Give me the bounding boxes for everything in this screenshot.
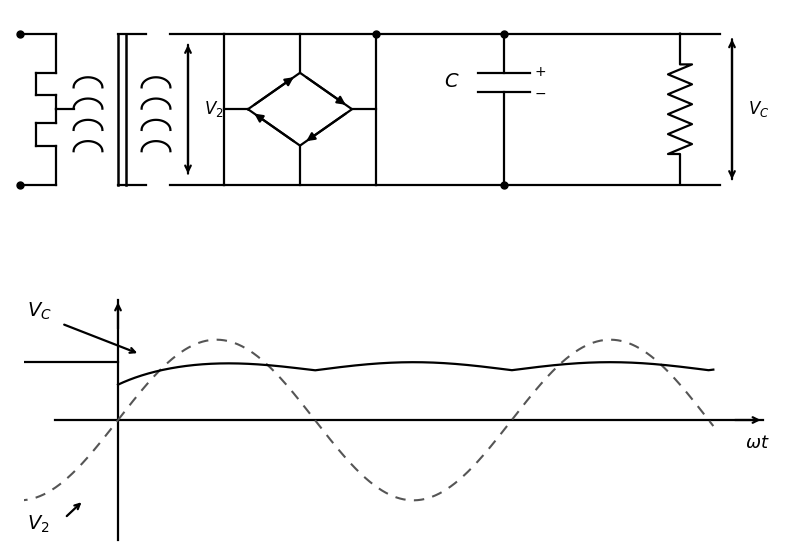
Text: $V_2$: $V_2$ [27, 514, 50, 535]
Text: $V_C$: $V_C$ [27, 301, 52, 322]
Text: −: − [534, 87, 546, 101]
Text: $\omega t$: $\omega t$ [745, 434, 770, 453]
Text: $V_C$: $V_C$ [748, 99, 770, 119]
Text: $V_2$: $V_2$ [204, 99, 224, 119]
Text: $C$: $C$ [445, 72, 460, 91]
Text: +: + [534, 65, 546, 79]
